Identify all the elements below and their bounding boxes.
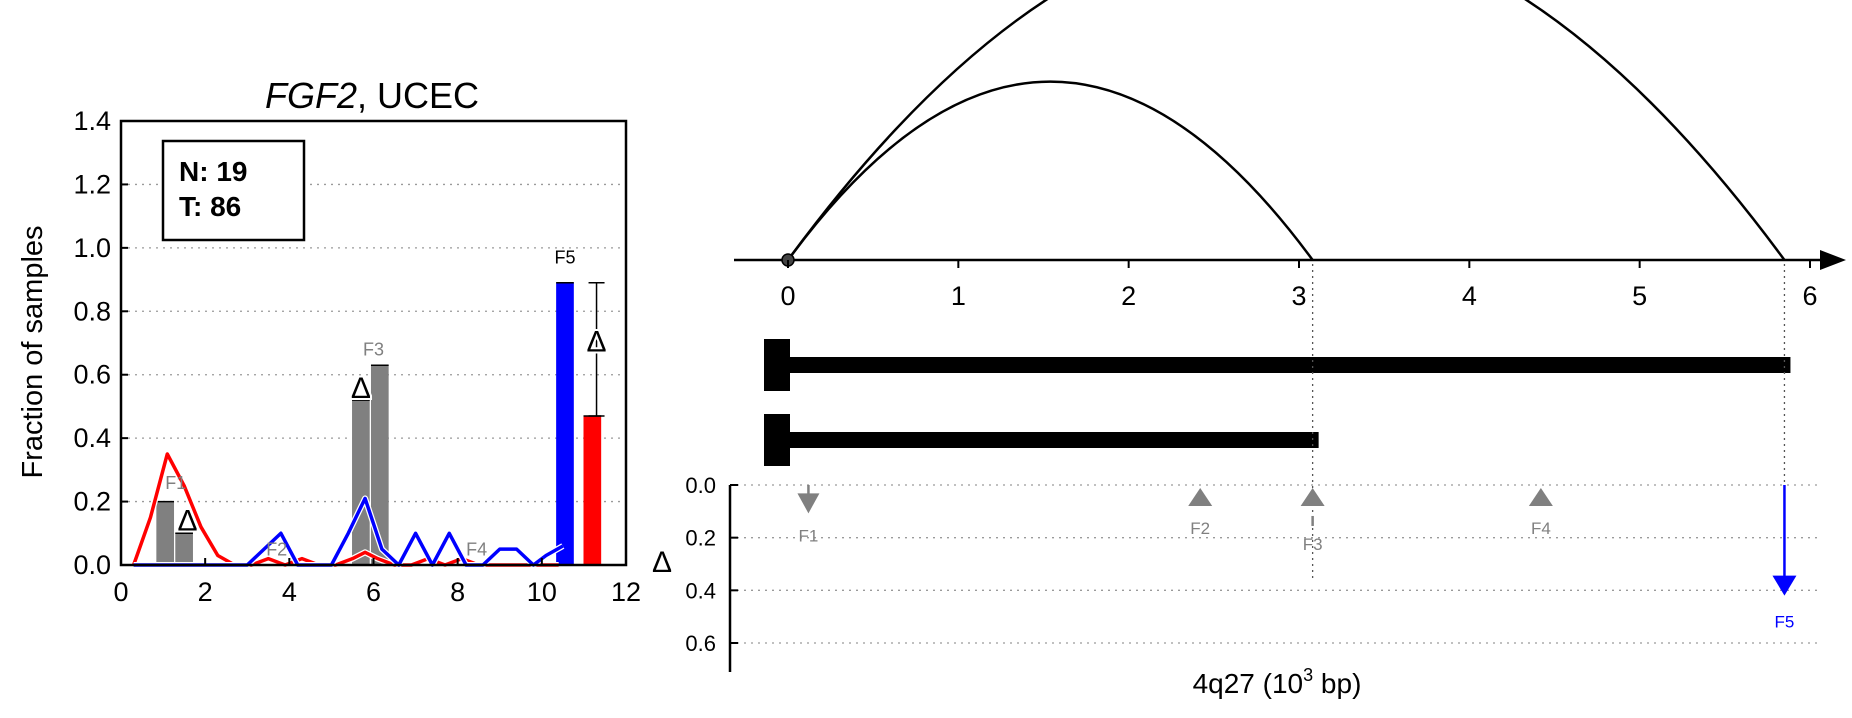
legend-box: N: 19 T: 86 [161,139,306,242]
fraction-panel: FGF2, UCEC Fraction of samples ΔΔΔ F1F2F… [17,75,641,607]
bar-f3 [370,365,389,565]
feature-arrow-f2 [1188,488,1213,506]
x-axis-label-main: 4q27 (10 [1193,668,1304,699]
genomic-axis: 0 1 2 3 4 5 6 [734,250,1846,311]
feature-label-f4: F4 [466,539,487,559]
feature-label-f1: F1 [165,473,186,493]
x-tick-label: 4 [1462,281,1477,311]
isoform-start-block [764,339,790,391]
delta-markers: Δ Δ Δ [175,281,609,539]
delta-symbol: Δ [587,325,607,358]
x-axis-label-end: bp) [1313,668,1361,699]
delta-tick-label: 0.2 [685,526,716,551]
feature-arrow-f1 [797,493,820,514]
x-tick-label: 3 [1291,281,1306,311]
delta-tick-label: 0.6 [685,631,716,656]
x-tick-label: 1 [951,281,966,311]
isoform-bar [788,432,1319,448]
feature-label-f3: F3 [363,340,384,360]
feature-label-f3: F3 [1303,535,1323,554]
y-tick-label: 1.0 [73,233,111,263]
y-axis-label: Fraction of samples [17,225,49,478]
isoform-tracks [764,339,1791,466]
x-axis-label: 4q27 (103 bp) [1193,665,1362,699]
isoform-bar [788,357,1791,373]
feature-label-f5: F5 [554,248,575,268]
feature-arrow-f4 [1528,488,1553,506]
isoform-start-block [764,414,790,466]
y-tick-label: 0.8 [73,296,111,326]
x-tick-label: 6 [366,577,381,607]
bar-f5 [583,415,602,565]
y-tick-label: 0.4 [73,423,111,453]
delta-axis-label: Δ [652,546,672,579]
delta-track: 0.0 0.2 0.4 0.6 F1 F2 F3 F4 F5 [685,473,1820,672]
y-tick-label: 0.0 [73,550,111,580]
title-gene: FGF2 [265,75,357,116]
x-tick-label: 12 [611,577,641,607]
y-tick-label: 0.2 [73,487,111,517]
feature-label-f5: F5 [1775,613,1795,632]
legend-n: N: 19 [179,156,247,187]
y-tick-label: 1.4 [73,106,111,136]
left-title: FGF2, UCEC [265,75,479,116]
left-plot-frame [119,119,628,567]
x-tick-label: 0 [780,281,795,311]
bar-f1 [156,501,175,565]
feature-label-f1: F1 [799,526,819,545]
x-tick-label: 0 [113,577,128,607]
bar-f1 [175,533,193,565]
left-ticks: 0.0 0.2 0.4 0.6 0.8 1.0 1.2 1.4 0 2 4 6 8 10 12 [73,106,641,607]
delta-tick-label: 0.0 [685,473,716,498]
y-tick-label: 0.6 [73,360,111,390]
x-tick-label: 2 [198,577,213,607]
delta-tick-label: 0.4 [685,578,716,603]
legend-t: T: 86 [179,191,241,222]
feature-label-f4: F4 [1531,519,1551,538]
feature-arrow-f5 [1772,575,1797,596]
x-tick-label: 4 [282,577,297,607]
junction-arc [786,0,1786,261]
junction-arcs [786,0,1786,261]
title-cohort: , UCEC [357,75,479,116]
axis-arrow [1820,250,1846,270]
density-lines [130,451,565,568]
bar-f5 [556,282,574,565]
feature-bars [156,281,602,565]
y-tick-label: 1.2 [73,169,111,199]
x-tick-label: 6 [1802,281,1817,311]
feature-labels: F1 F2 F3 F4 F5 [165,248,575,560]
delta-symbol: Δ [351,372,371,405]
x-tick-label: 8 [450,577,465,607]
x-tick-label: 2 [1121,281,1136,311]
x-tick-label: 5 [1632,281,1647,311]
feature-arrow-f3 [1300,488,1325,506]
x-axis-label-sup: 3 [1303,665,1313,685]
delta-symbol: Δ [177,504,197,537]
x-tick-label: 10 [527,577,557,607]
feature-label-f2: F2 [266,539,287,559]
density-line-blue [133,496,564,567]
feature-label-f2: F2 [1190,519,1210,538]
junction-arc [786,80,1314,261]
gene-structure-panel: 0 1 2 3 4 5 6 0.0 0.2 0.4 0.6 F1 F2 F3 F4 F5 Δ 4q27 (1… [652,0,1846,699]
bar-f3 [352,400,370,565]
